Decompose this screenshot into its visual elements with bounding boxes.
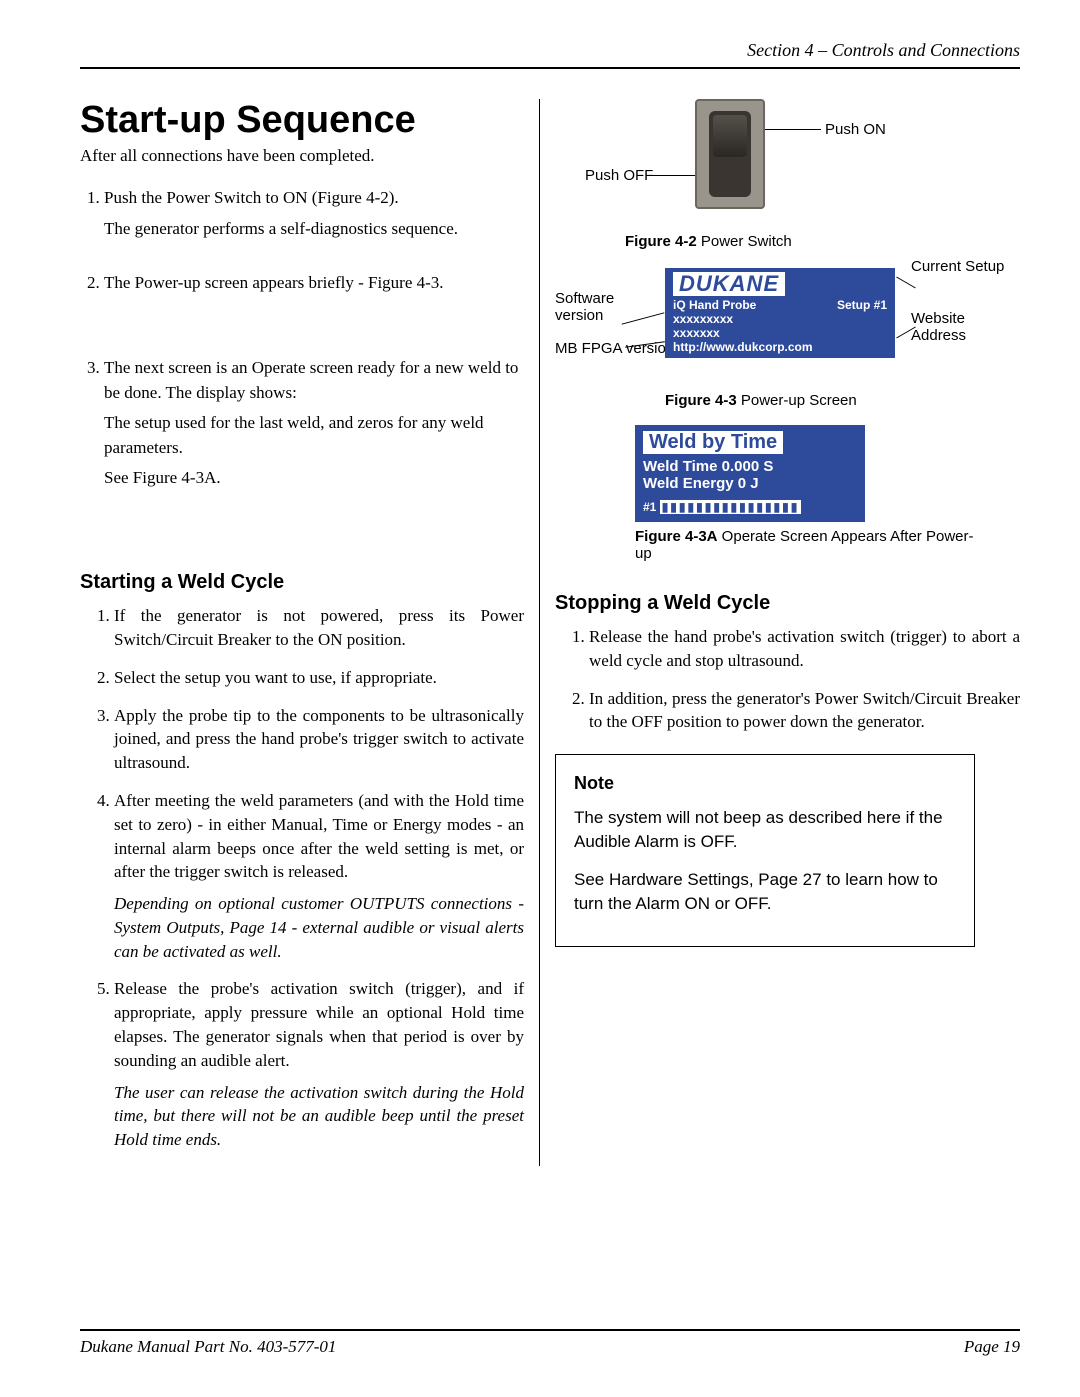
start-item-3: Apply the probe tip to the components to… <box>114 704 524 775</box>
operate-title: Weld by Time <box>643 431 783 454</box>
figure-power-switch: Push OFF Push ON <box>555 99 1020 229</box>
bottom-rule <box>80 1329 1020 1331</box>
seq-1-main: Push the Power Switch to ON (Figure 4-2)… <box>104 188 399 207</box>
start-item-4: After meeting the weld parameters (and w… <box>114 789 524 964</box>
operate-line1: Weld Time 0.000 S <box>643 458 857 475</box>
content-columns: Start-up Sequence After all connections … <box>80 99 1020 1166</box>
intro-text: After all connections have been complete… <box>80 146 524 166</box>
pointer-on <box>765 129 821 130</box>
lcd-setup-num: Setup #1 <box>837 298 887 312</box>
operate-setup: #1 <box>643 500 656 514</box>
right-column: Push OFF Push ON Figure 4-2 Power Switch… <box>540 99 1020 1166</box>
stop-cycle-heading: Stopping a Weld Cycle <box>555 592 1020 615</box>
seq-3-sub: The setup used for the last weld, and ze… <box>104 411 524 460</box>
start-cycle-heading: Starting a Weld Cycle <box>80 571 524 594</box>
stop-item-2: In addition, press the generator's Power… <box>589 687 1020 735</box>
lcd-line1a: iQ Hand Probe <box>673 298 756 312</box>
figure-operate: Weld by Time Weld Time 0.000 S Weld Ener… <box>555 425 1020 562</box>
fig43-text: Power-up Screen <box>737 392 857 409</box>
footer-left: Dukane Manual Part No. 403-577-01 <box>80 1337 336 1357</box>
lcd-logo: DUKANE <box>673 272 785 296</box>
seq-3-main: The next screen is an Operate screen rea… <box>104 358 518 402</box>
seq-item-3: The next screen is an Operate screen rea… <box>104 356 524 491</box>
power-switch-inner <box>709 111 751 197</box>
pointer-off <box>649 175 695 176</box>
start-item-5-note: The user can release the activation swit… <box>114 1081 524 1152</box>
pointer-setup <box>896 277 916 289</box>
seq-item-2: The Power-up screen appears briefly - Fi… <box>104 271 524 296</box>
main-title: Start-up Sequence <box>80 99 524 142</box>
operate-bar: #1 ▮▮▮▮▮▮▮▮▮▮▮▮▮▮▮▮ <box>643 500 857 514</box>
start-item-5-text: Release the probe's activation switch (t… <box>114 979 524 1069</box>
seq-1-sub: The generator performs a self-diagnostic… <box>104 217 524 242</box>
seq-2-main: The Power-up screen appears briefly - Fi… <box>104 273 444 292</box>
figure-4-2-caption: Figure 4-2 Power Switch <box>625 233 1020 250</box>
label-website-address: Website Address <box>911 310 1020 344</box>
rocker-icon <box>713 115 747 157</box>
label-push-off: Push OFF <box>585 167 653 184</box>
figure-4-3a-caption: Figure 4-3A Operate Screen Appears After… <box>635 528 975 562</box>
stop-cycle-list: Release the hand probe's activation swit… <box>555 625 1020 734</box>
label-software-version: Software version <box>555 290 645 324</box>
page-header: Section 4 – Controls and Connections <box>80 40 1020 67</box>
note-p1: The system will not beep as described he… <box>574 806 956 854</box>
fig42-text: Power Switch <box>697 233 792 250</box>
footer-right: Page 19 <box>964 1337 1020 1357</box>
start-item-1: If the generator is not powered, press i… <box>114 604 524 652</box>
start-cycle-list: If the generator is not powered, press i… <box>80 604 524 1152</box>
figure-4-3-caption: Figure 4-3 Power-up Screen <box>665 392 1020 409</box>
section-label: Section 4 – Controls and Connections <box>747 40 1020 60</box>
lcd-line4: http://www.dukcorp.com <box>673 340 887 354</box>
start-item-4-text: After meeting the weld parameters (and w… <box>114 791 524 881</box>
label-push-on: Push ON <box>825 121 886 138</box>
note-box: Note The system will not beep as describ… <box>555 754 975 946</box>
top-rule <box>80 67 1020 69</box>
left-column: Start-up Sequence After all connections … <box>80 99 540 1166</box>
seq-item-1: Push the Power Switch to ON (Figure 4-2)… <box>104 186 524 241</box>
start-item-2: Select the setup you want to use, if app… <box>114 666 524 690</box>
operate-hashbar: ▮▮▮▮▮▮▮▮▮▮▮▮▮▮▮▮ <box>660 500 802 514</box>
powerup-lcd: DUKANE iQ Hand Probe Setup #1 xxxxxxxxx … <box>665 268 895 358</box>
fig42-label: Figure 4-2 <box>625 233 697 250</box>
stop-item-1: Release the hand probe's activation swit… <box>589 625 1020 673</box>
operate-line2: Weld Energy 0 J <box>643 475 857 492</box>
label-current-setup: Current Setup <box>911 258 1004 275</box>
fig43a-label: Figure 4-3A <box>635 528 718 545</box>
seq-3-sub2: See Figure 4-3A. <box>104 466 524 491</box>
note-p2: See Hardware Settings, Page 27 to learn … <box>574 868 956 916</box>
fig43-label: Figure 4-3 <box>665 392 737 409</box>
power-switch-body <box>695 99 765 209</box>
lcd-line2: xxxxxxxxx <box>673 312 887 326</box>
lcd-line3: xxxxxxx <box>673 326 887 340</box>
figure-powerup: Software version MB FPGA version Current… <box>555 258 1020 388</box>
note-heading: Note <box>574 771 956 796</box>
page-footer: Dukane Manual Part No. 403-577-01 Page 1… <box>80 1329 1020 1357</box>
operate-lcd: Weld by Time Weld Time 0.000 S Weld Ener… <box>635 425 865 522</box>
startup-sequence-list: Push the Power Switch to ON (Figure 4-2)… <box>80 186 524 491</box>
start-item-5: Release the probe's activation switch (t… <box>114 977 524 1152</box>
start-item-4-note: Depending on optional customer OUTPUTS c… <box>114 892 524 963</box>
